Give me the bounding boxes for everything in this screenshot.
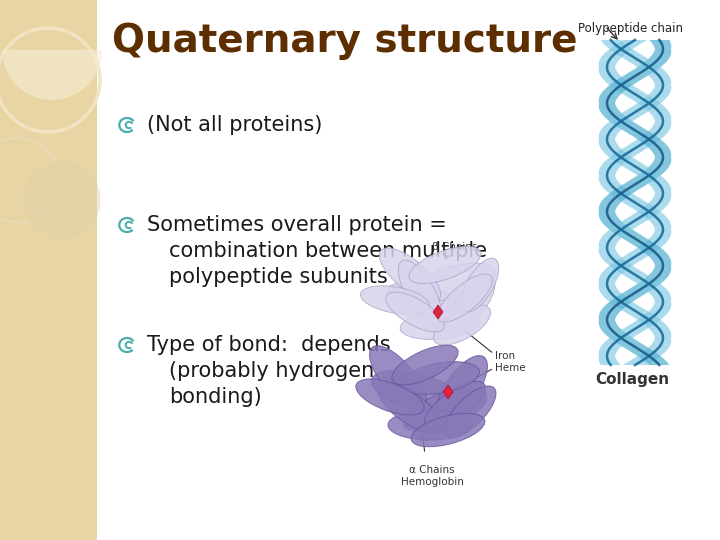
Ellipse shape [387,282,473,328]
Polygon shape [599,40,671,365]
Ellipse shape [388,410,472,440]
Ellipse shape [378,383,442,433]
Ellipse shape [414,263,496,301]
Text: Polypeptide chain: Polypeptide chain [578,22,683,35]
Text: Quaternary structure: Quaternary structure [112,22,577,60]
Polygon shape [443,385,453,399]
Ellipse shape [356,379,424,415]
Wedge shape [2,50,102,100]
Text: Sometimes overall protein =: Sometimes overall protein = [147,215,447,235]
Ellipse shape [361,286,430,314]
Ellipse shape [379,248,441,302]
Ellipse shape [409,246,481,284]
Text: Collagen: Collagen [595,372,669,387]
Ellipse shape [400,362,480,394]
Text: (probably hydrogen: (probably hydrogen [169,361,374,381]
Ellipse shape [438,274,492,322]
Ellipse shape [411,413,485,447]
Text: combination between multiple: combination between multiple [169,241,487,261]
Polygon shape [433,305,443,319]
Ellipse shape [436,355,487,421]
Bar [97,0,720,540]
Ellipse shape [445,276,495,333]
Circle shape [24,162,100,238]
Text: (Not all proteins): (Not all proteins) [147,115,323,135]
Text: α Chains
Hemoglobin: α Chains Hemoglobin [400,465,464,487]
Ellipse shape [433,305,490,345]
Ellipse shape [444,386,496,438]
Text: Iron
Heme: Iron Heme [495,351,526,373]
Ellipse shape [398,260,441,324]
Ellipse shape [424,381,485,429]
Text: bonding): bonding) [169,387,262,407]
Ellipse shape [400,310,480,339]
Text: β Chains: β Chains [432,242,477,252]
Ellipse shape [369,346,426,410]
Polygon shape [599,40,671,365]
Bar [0,0,97,540]
Text: polypeptide subunits: polypeptide subunits [169,267,388,287]
Polygon shape [599,40,671,365]
Ellipse shape [392,345,458,385]
Ellipse shape [462,258,499,312]
Ellipse shape [386,292,444,332]
Text: Type of bond:  depends: Type of bond: depends [147,335,391,355]
Ellipse shape [403,388,487,432]
Ellipse shape [372,370,464,413]
